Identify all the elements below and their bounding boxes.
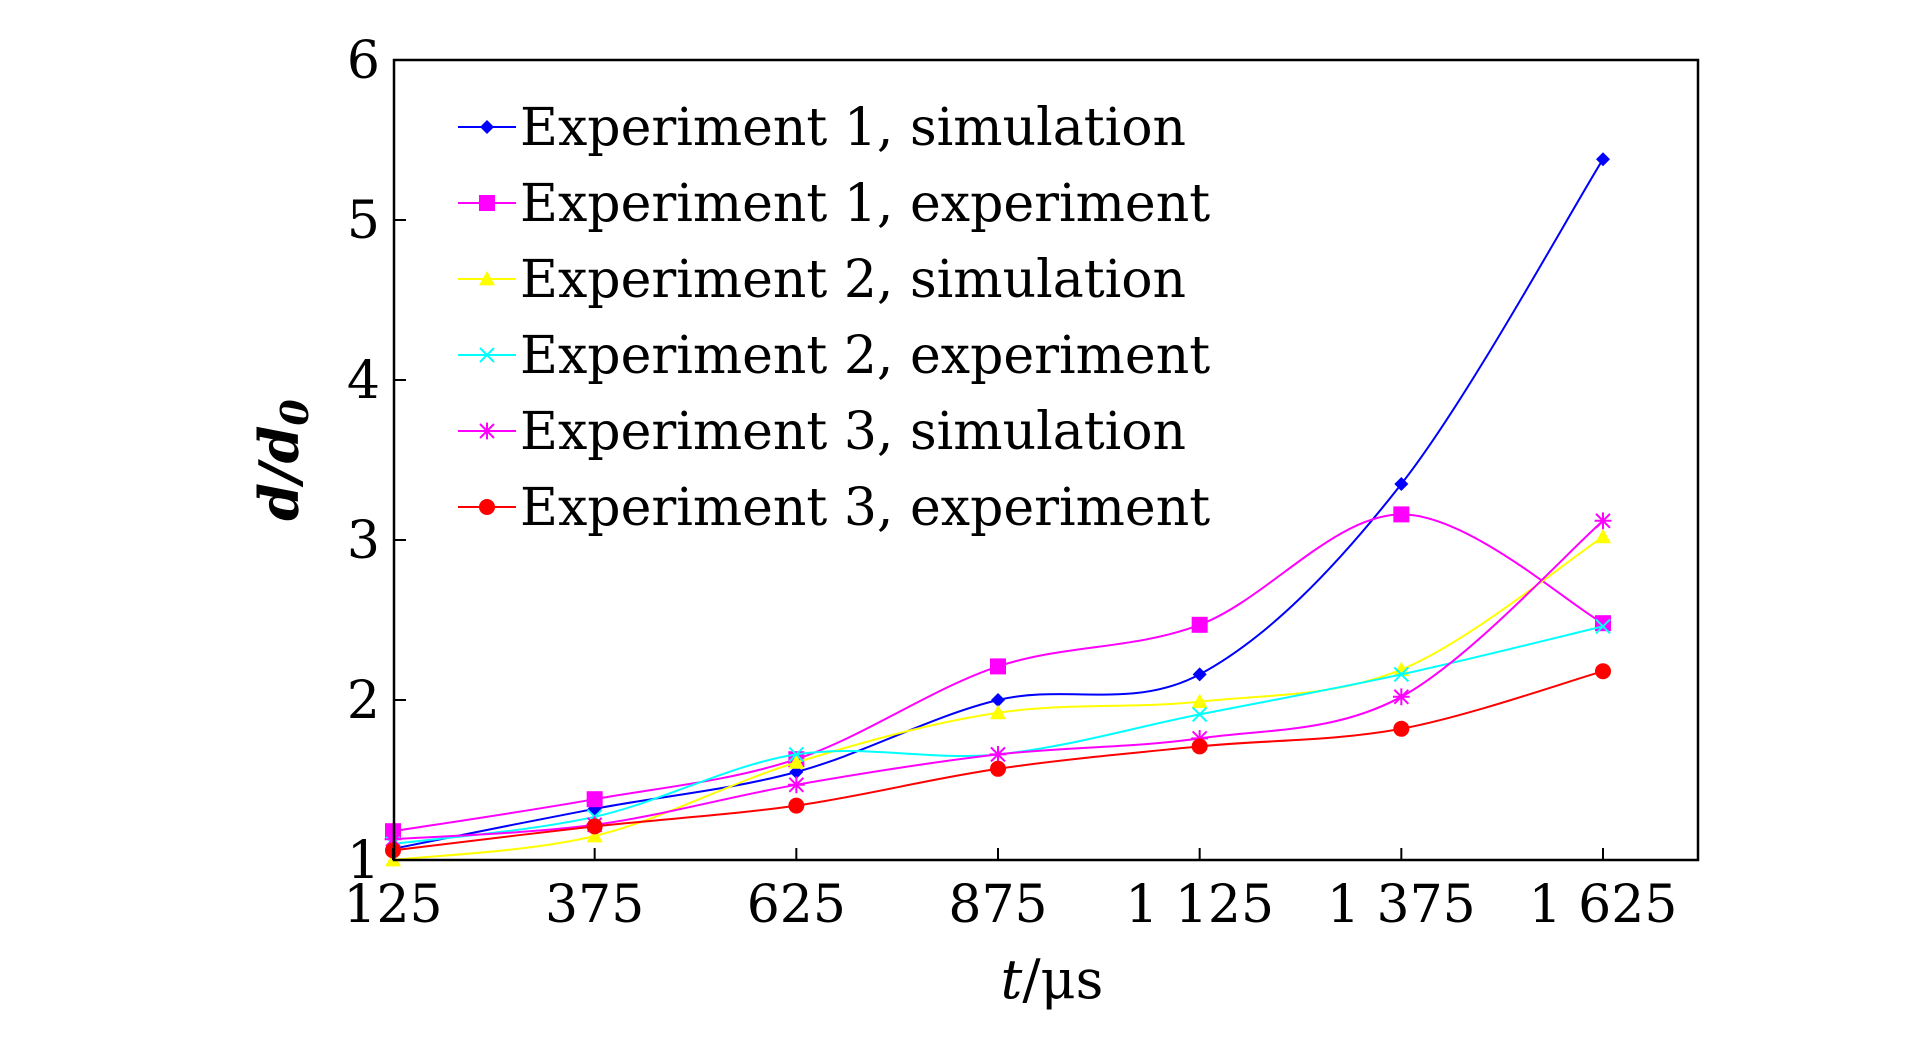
star-marker	[1594, 512, 1612, 530]
x-tick-label: 1 625	[1529, 875, 1678, 935]
square-marker	[1595, 615, 1611, 632]
legend-label: Experiment 3, experiment	[520, 478, 1210, 538]
tick-layer: 125 375 625 875 1 125 1 375 1 625 1 2 3 4 5 6	[343, 31, 1677, 935]
legend-label: Experiment 1, simulation	[520, 98, 1186, 158]
legend-entry: Experiment 1, experiment	[458, 174, 1210, 234]
circle-marker	[1191, 738, 1208, 755]
y-tick-label: 1	[347, 831, 380, 891]
legend-entry: Experiment 1, simulation	[458, 98, 1186, 158]
circle-marker	[586, 818, 603, 835]
triangle-marker	[1393, 661, 1410, 676]
square-marker	[1393, 506, 1410, 523]
triangle-marker	[479, 271, 495, 286]
legend-entry: Experiment 3, simulation	[458, 402, 1186, 462]
star-marker	[989, 746, 1007, 763]
x-axis-label: t/μs	[1001, 948, 1104, 1011]
series-6	[385, 663, 1611, 859]
y-tick-label: 3	[347, 511, 380, 571]
x-tick-label: 625	[747, 875, 846, 935]
diamond-marker	[480, 120, 494, 134]
legend-label: Experiment 1, experiment	[520, 174, 1210, 234]
circle-marker	[1595, 663, 1611, 680]
circle-marker	[990, 760, 1006, 777]
x-marker	[1595, 618, 1611, 635]
legend-label: Experiment 2, simulation	[520, 250, 1186, 310]
y-tick-label: 2	[347, 671, 380, 731]
y-tick-label: 6	[347, 31, 380, 91]
star-marker	[1392, 688, 1410, 706]
diamond-marker	[991, 693, 1005, 707]
plot-frame	[392, 58, 1700, 862]
legend-entry: Experiment 3, experiment	[458, 478, 1210, 538]
triangle-marker	[1191, 693, 1208, 708]
y-tick-label: 4	[347, 351, 380, 411]
x-marker	[1393, 666, 1410, 683]
x-marker	[479, 347, 495, 363]
legend-label: Experiment 3, simulation	[520, 402, 1186, 462]
x-tick-label: 375	[545, 875, 644, 935]
square-marker	[479, 195, 495, 211]
legend-entry: Experiment 2, simulation	[458, 250, 1186, 310]
x-marker	[1191, 706, 1208, 723]
y-axis-label: d/d0	[247, 399, 317, 521]
circle-marker	[479, 499, 495, 515]
triangle-marker	[788, 754, 805, 769]
square-marker	[586, 791, 603, 808]
legend-label: Experiment 2, experiment	[520, 326, 1210, 386]
star-marker	[478, 422, 496, 440]
star-marker	[1191, 730, 1209, 747]
triangle-marker	[1595, 528, 1611, 544]
x-tick-label: 1 375	[1327, 875, 1476, 935]
y-tick-label: 5	[347, 191, 380, 251]
star-marker	[787, 776, 805, 794]
square-marker	[990, 658, 1006, 675]
x-tick-label: 125	[343, 875, 442, 935]
diamond-marker	[1394, 477, 1409, 491]
diamond-marker	[1192, 667, 1207, 682]
series-layer	[384, 152, 1612, 867]
x-tick-label: 1 125	[1125, 875, 1274, 935]
circle-marker	[1393, 720, 1410, 737]
triangle-marker	[990, 704, 1006, 720]
circle-marker	[788, 797, 805, 814]
legend-entry: Experiment 2, experiment	[458, 326, 1210, 386]
square-marker	[1191, 616, 1208, 633]
triangle-marker	[586, 828, 603, 843]
x-tick-label: 875	[948, 875, 1047, 935]
diamond-marker	[1596, 152, 1610, 167]
legend: Experiment 1, simulation Experiment 1, ex…	[458, 98, 1210, 538]
x-marker	[788, 746, 805, 763]
